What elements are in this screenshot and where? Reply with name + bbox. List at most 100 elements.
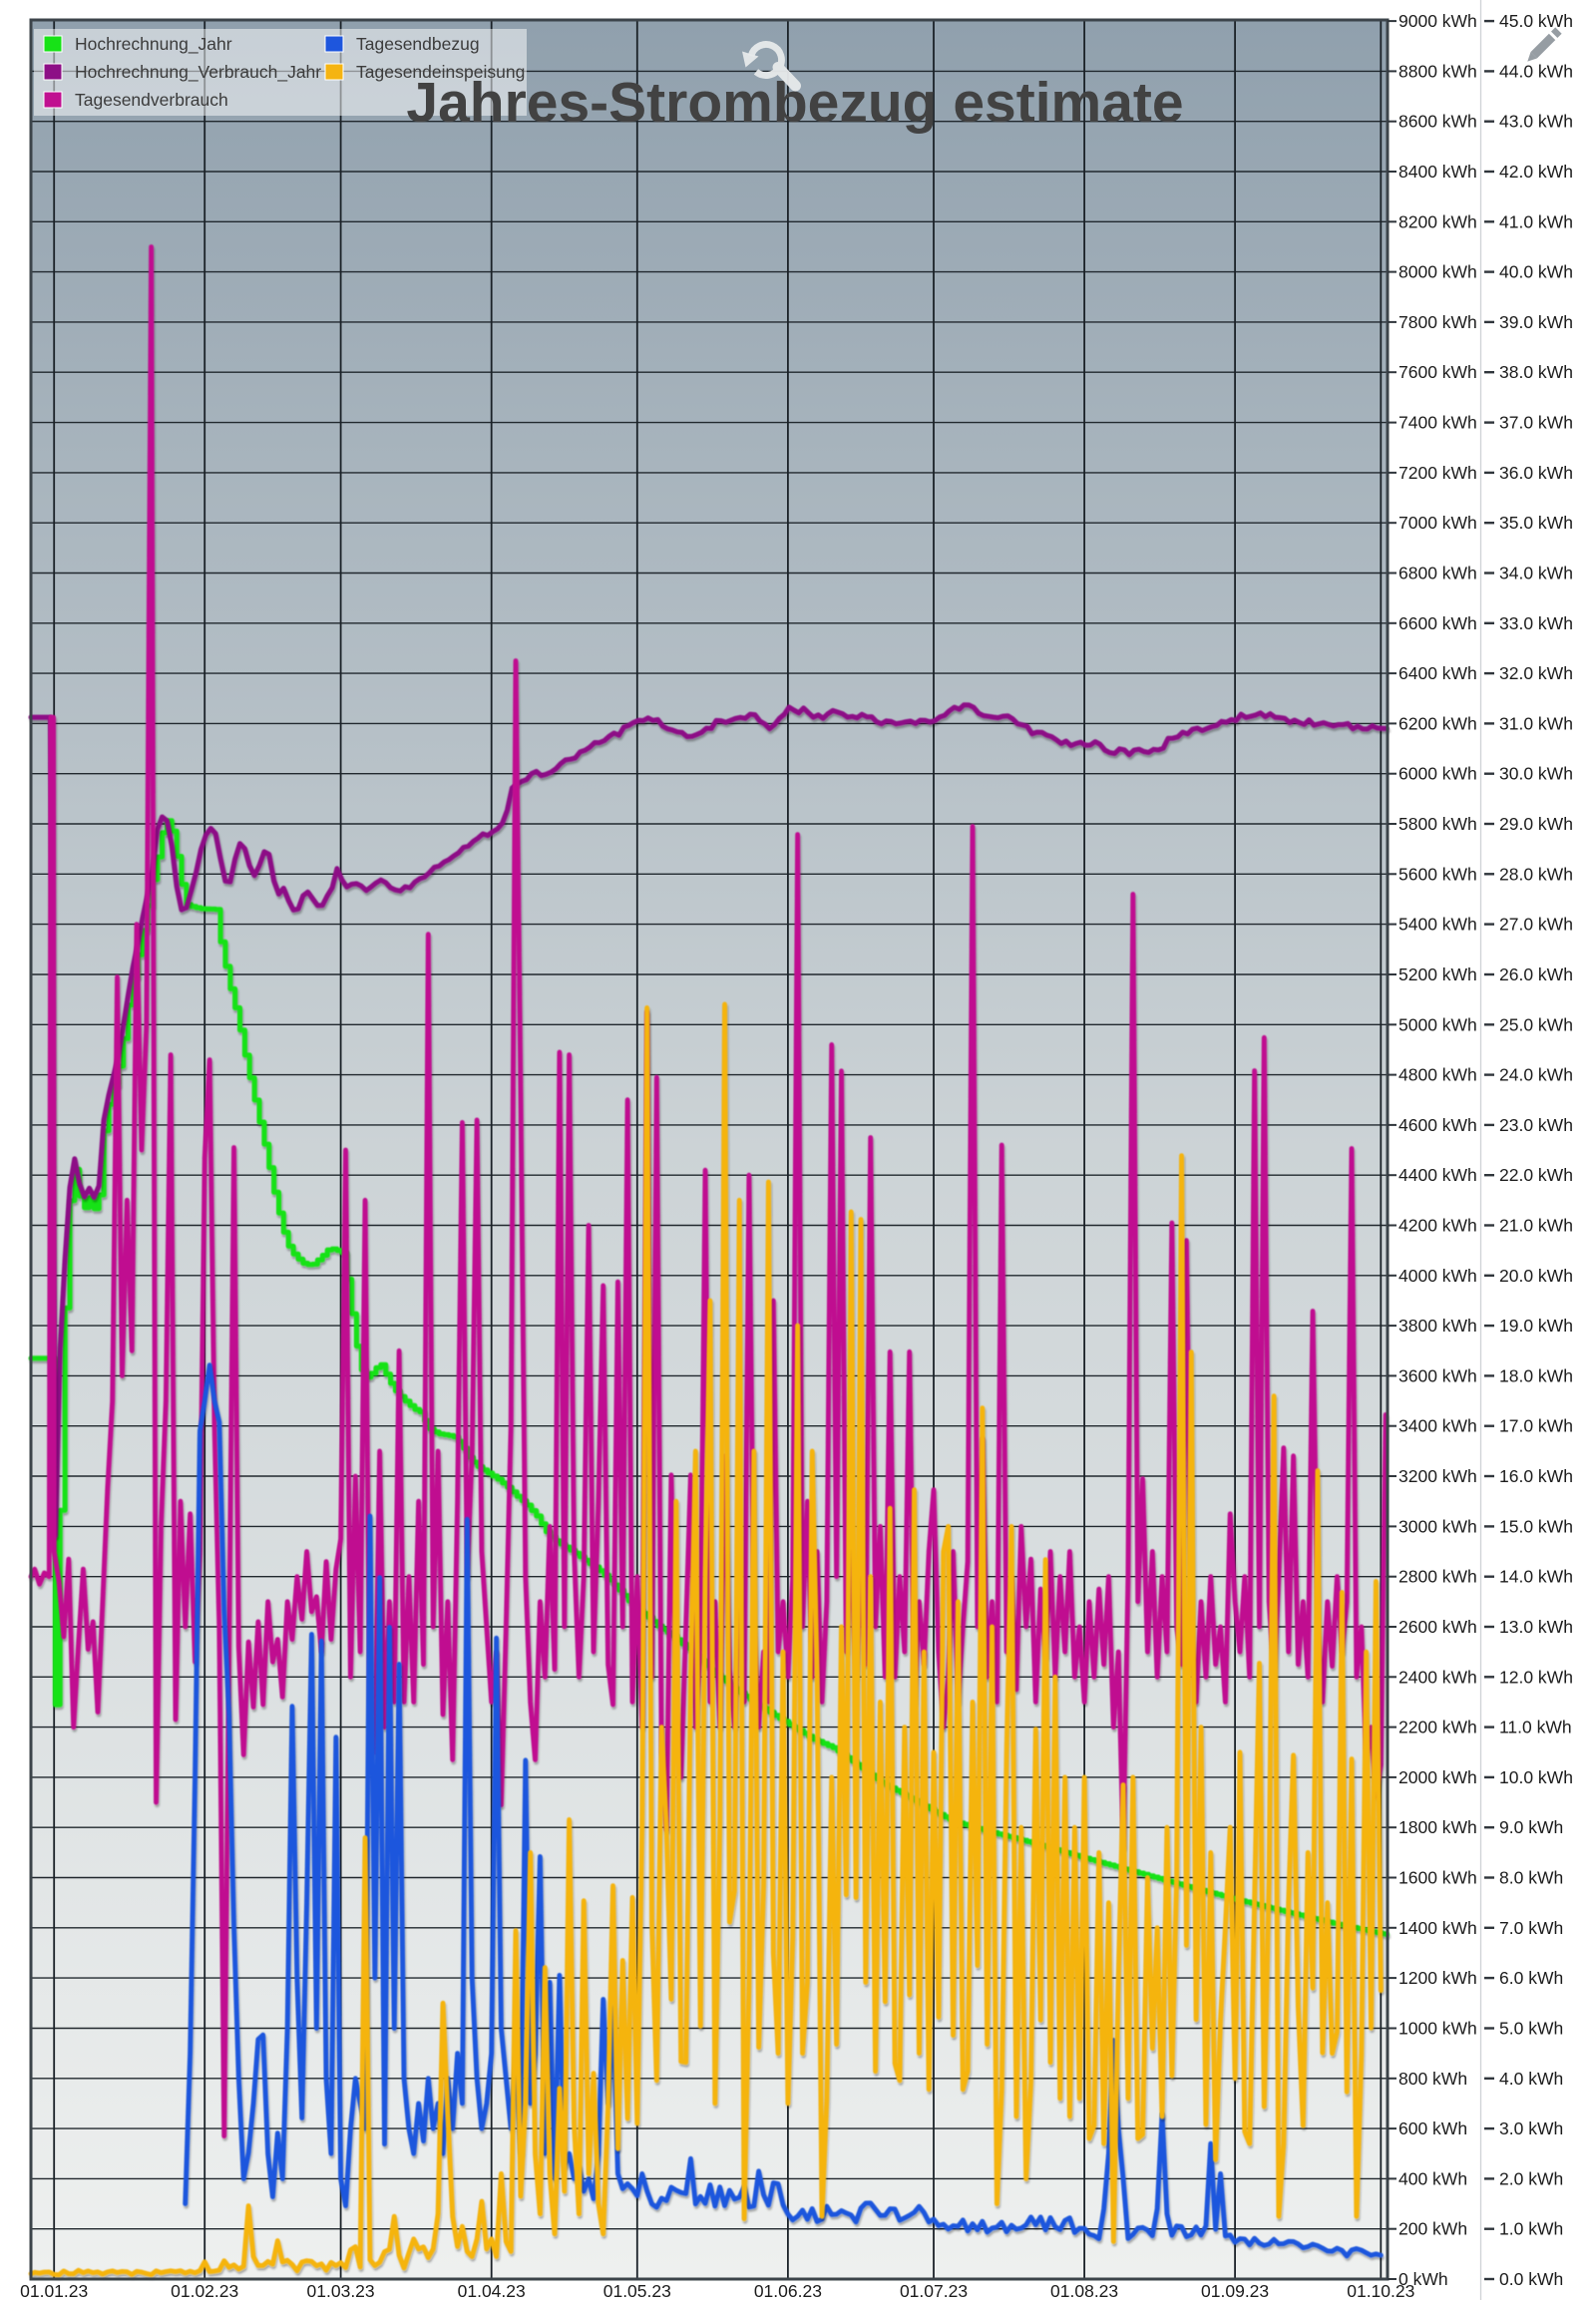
svg-text:01.08.23: 01.08.23	[1050, 2281, 1118, 2301]
svg-text:42.0 kWh: 42.0 kWh	[1499, 162, 1573, 182]
svg-text:9000 kWh: 9000 kWh	[1398, 11, 1477, 31]
svg-text:14.0 kWh: 14.0 kWh	[1499, 1567, 1573, 1587]
svg-text:25.0 kWh: 25.0 kWh	[1499, 1014, 1573, 1034]
svg-text:01.04.23: 01.04.23	[458, 2281, 526, 2301]
svg-text:2600 kWh: 2600 kWh	[1398, 1617, 1477, 1637]
svg-text:2200 kWh: 2200 kWh	[1398, 1718, 1477, 1737]
svg-text:1400 kWh: 1400 kWh	[1398, 1918, 1477, 1938]
svg-text:11.0 kWh: 11.0 kWh	[1499, 1718, 1572, 1737]
svg-text:20.0 kWh: 20.0 kWh	[1499, 1266, 1573, 1286]
svg-text:6600 kWh: 6600 kWh	[1398, 613, 1477, 633]
svg-text:3800 kWh: 3800 kWh	[1398, 1316, 1477, 1336]
svg-text:4000 kWh: 4000 kWh	[1398, 1266, 1477, 1286]
svg-text:5000 kWh: 5000 kWh	[1398, 1014, 1477, 1034]
svg-text:13.0 kWh: 13.0 kWh	[1499, 1617, 1573, 1637]
svg-text:23.0 kWh: 23.0 kWh	[1499, 1115, 1573, 1135]
svg-text:29.0 kWh: 29.0 kWh	[1499, 814, 1573, 834]
svg-text:400 kWh: 400 kWh	[1398, 2168, 1467, 2188]
svg-text:Tagesendverbrauch: Tagesendverbrauch	[75, 90, 228, 110]
svg-text:01.02.23: 01.02.23	[171, 2281, 238, 2301]
svg-text:21.0 kWh: 21.0 kWh	[1499, 1216, 1573, 1236]
svg-text:4200 kWh: 4200 kWh	[1398, 1216, 1477, 1236]
svg-text:6000 kWh: 6000 kWh	[1398, 764, 1477, 784]
svg-text:600 kWh: 600 kWh	[1398, 2118, 1467, 2138]
svg-text:1800 kWh: 1800 kWh	[1398, 1817, 1477, 1837]
svg-text:36.0 kWh: 36.0 kWh	[1499, 463, 1573, 483]
svg-text:01.06.23: 01.06.23	[754, 2281, 822, 2301]
svg-text:39.0 kWh: 39.0 kWh	[1499, 312, 1573, 332]
svg-text:26.0 kWh: 26.0 kWh	[1499, 964, 1573, 984]
svg-text:7200 kWh: 7200 kWh	[1398, 463, 1477, 483]
svg-text:32.0 kWh: 32.0 kWh	[1499, 663, 1573, 683]
svg-text:28.0 kWh: 28.0 kWh	[1499, 864, 1573, 884]
svg-text:3200 kWh: 3200 kWh	[1398, 1466, 1477, 1486]
svg-text:1600 kWh: 1600 kWh	[1398, 1868, 1477, 1888]
svg-text:01.07.23: 01.07.23	[900, 2281, 968, 2301]
svg-text:12.0 kWh: 12.0 kWh	[1499, 1667, 1573, 1687]
svg-text:31.0 kWh: 31.0 kWh	[1499, 713, 1573, 733]
svg-text:1200 kWh: 1200 kWh	[1398, 1968, 1477, 1988]
svg-text:8200 kWh: 8200 kWh	[1398, 211, 1477, 231]
svg-text:6.0 kWh: 6.0 kWh	[1499, 1968, 1563, 1988]
svg-text:1.0 kWh: 1.0 kWh	[1499, 2219, 1563, 2239]
svg-text:1000 kWh: 1000 kWh	[1398, 2019, 1477, 2039]
svg-text:4.0 kWh: 4.0 kWh	[1499, 2069, 1563, 2089]
svg-text:8400 kWh: 8400 kWh	[1398, 162, 1477, 182]
svg-text:01.01.23: 01.01.23	[20, 2281, 88, 2301]
svg-text:6200 kWh: 6200 kWh	[1398, 713, 1477, 733]
svg-text:9.0 kWh: 9.0 kWh	[1499, 1817, 1563, 1837]
svg-text:38.0 kWh: 38.0 kWh	[1499, 362, 1573, 382]
svg-text:24.0 kWh: 24.0 kWh	[1499, 1065, 1573, 1085]
svg-text:18.0 kWh: 18.0 kWh	[1499, 1365, 1573, 1385]
svg-text:35.0 kWh: 35.0 kWh	[1499, 513, 1573, 533]
svg-text:17.0 kWh: 17.0 kWh	[1499, 1416, 1573, 1436]
svg-text:7400 kWh: 7400 kWh	[1398, 413, 1477, 433]
svg-text:2000 kWh: 2000 kWh	[1398, 1767, 1477, 1787]
svg-text:5600 kWh: 5600 kWh	[1398, 864, 1477, 884]
svg-text:800 kWh: 800 kWh	[1398, 2069, 1467, 2089]
svg-text:4400 kWh: 4400 kWh	[1398, 1165, 1477, 1185]
svg-text:8600 kWh: 8600 kWh	[1398, 112, 1477, 132]
svg-text:34.0 kWh: 34.0 kWh	[1499, 564, 1573, 583]
svg-text:01.05.23: 01.05.23	[603, 2281, 671, 2301]
svg-text:27.0 kWh: 27.0 kWh	[1499, 915, 1573, 935]
svg-text:7000 kWh: 7000 kWh	[1398, 513, 1477, 533]
svg-text:7800 kWh: 7800 kWh	[1398, 312, 1477, 332]
svg-text:37.0 kWh: 37.0 kWh	[1499, 413, 1573, 433]
svg-text:30.0 kWh: 30.0 kWh	[1499, 764, 1573, 784]
svg-text:41.0 kWh: 41.0 kWh	[1499, 211, 1573, 231]
svg-text:7600 kWh: 7600 kWh	[1398, 362, 1477, 382]
svg-text:8.0 kWh: 8.0 kWh	[1499, 1868, 1563, 1888]
svg-text:7.0 kWh: 7.0 kWh	[1499, 1918, 1563, 1938]
svg-text:6800 kWh: 6800 kWh	[1398, 564, 1477, 583]
svg-text:22.0 kWh: 22.0 kWh	[1499, 1165, 1573, 1185]
svg-text:Hochrechnung_Verbrauch_Jahr: Hochrechnung_Verbrauch_Jahr	[75, 62, 321, 83]
svg-text:19.0 kWh: 19.0 kWh	[1499, 1316, 1573, 1336]
svg-text:01.10.23: 01.10.23	[1347, 2281, 1414, 2301]
svg-text:3000 kWh: 3000 kWh	[1398, 1516, 1477, 1536]
svg-text:01.03.23: 01.03.23	[307, 2281, 375, 2301]
svg-text:Tagesendbezug: Tagesendbezug	[356, 34, 480, 54]
svg-text:33.0 kWh: 33.0 kWh	[1499, 613, 1573, 633]
svg-text:5200 kWh: 5200 kWh	[1398, 964, 1477, 984]
svg-text:5.0 kWh: 5.0 kWh	[1499, 2019, 1563, 2039]
svg-text:Hochrechnung_Jahr: Hochrechnung_Jahr	[75, 34, 232, 55]
svg-text:2.0 kWh: 2.0 kWh	[1499, 2168, 1563, 2188]
svg-text:0.0 kWh: 0.0 kWh	[1499, 2269, 1563, 2289]
svg-text:3.0 kWh: 3.0 kWh	[1499, 2118, 1563, 2138]
svg-text:4600 kWh: 4600 kWh	[1398, 1115, 1477, 1135]
svg-text:15.0 kWh: 15.0 kWh	[1499, 1516, 1573, 1536]
svg-text:0 kWh: 0 kWh	[1398, 2269, 1448, 2289]
svg-text:3400 kWh: 3400 kWh	[1398, 1416, 1477, 1436]
svg-text:5400 kWh: 5400 kWh	[1398, 915, 1477, 935]
svg-text:10.0 kWh: 10.0 kWh	[1499, 1767, 1573, 1787]
svg-text:200 kWh: 200 kWh	[1398, 2219, 1467, 2239]
svg-text:Tagesendeinspeisung: Tagesendeinspeisung	[356, 62, 525, 82]
svg-text:2400 kWh: 2400 kWh	[1398, 1667, 1477, 1687]
svg-text:3600 kWh: 3600 kWh	[1398, 1365, 1477, 1385]
svg-text:44.0 kWh: 44.0 kWh	[1499, 61, 1573, 81]
svg-text:8800 kWh: 8800 kWh	[1398, 61, 1477, 81]
svg-text:8000 kWh: 8000 kWh	[1398, 262, 1477, 282]
svg-text:4800 kWh: 4800 kWh	[1398, 1065, 1477, 1085]
svg-text:5800 kWh: 5800 kWh	[1398, 814, 1477, 834]
